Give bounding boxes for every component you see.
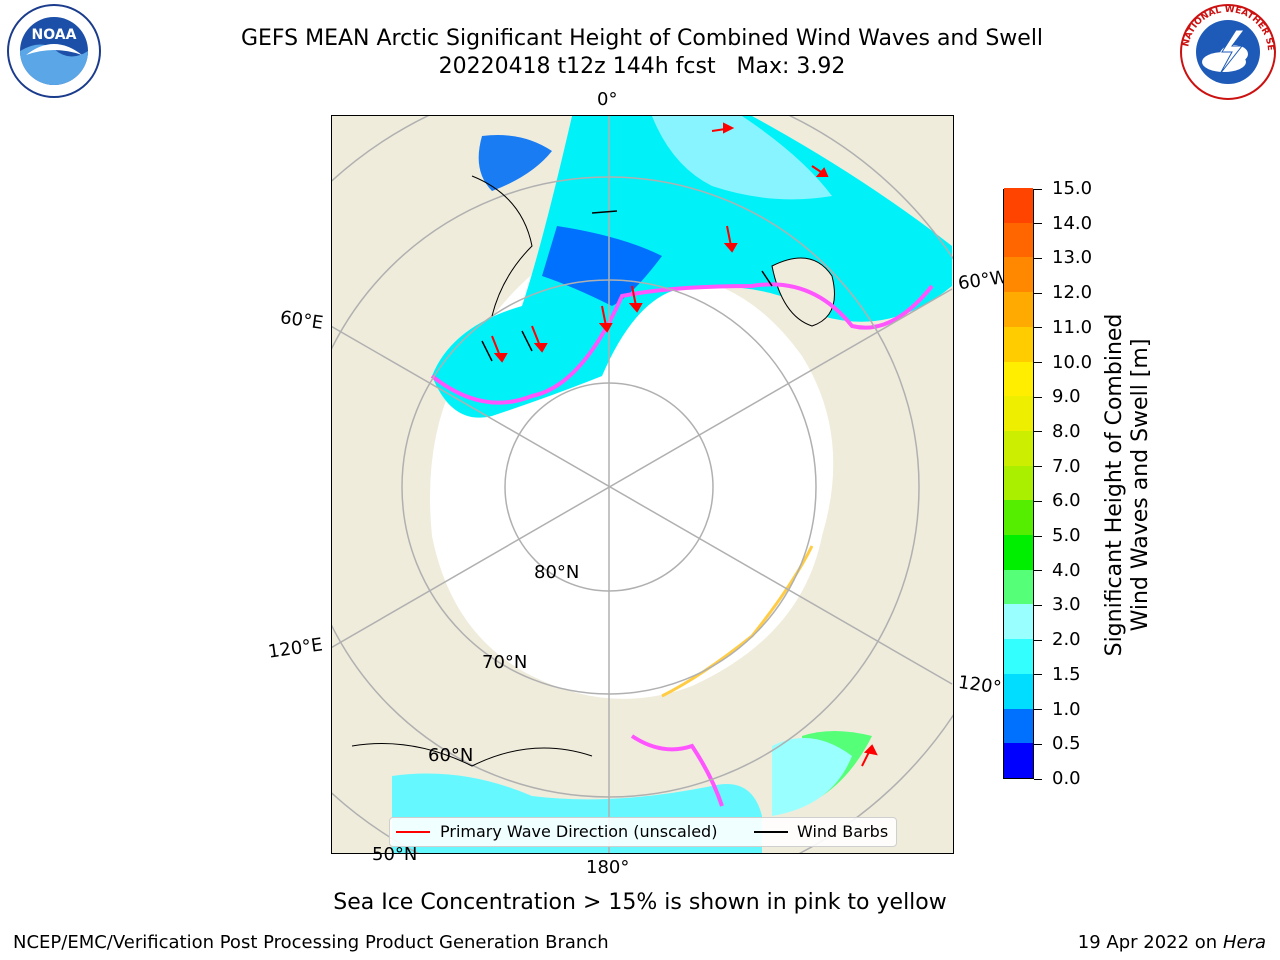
colorbar-tick <box>1034 639 1042 641</box>
ice-edge-pacific <box>630 734 724 807</box>
colorbar-tick <box>1034 674 1042 676</box>
colorbar-title-line1: Significant Height of Combined <box>1102 313 1127 657</box>
colorbar-tick-label: 8.0 <box>1052 420 1081 442</box>
colorbar-segment <box>1004 499 1033 536</box>
legend-wave-line <box>396 831 430 833</box>
colorbar-tick <box>1034 500 1042 502</box>
colorbar-tick-label: 14.0 <box>1052 212 1093 234</box>
colorbar-tick <box>1034 431 1042 433</box>
colorbar-tick-label: 1.5 <box>1052 663 1081 685</box>
colorbar-segment <box>1004 673 1033 709</box>
colorbar-tick-label: 6.0 <box>1052 490 1081 512</box>
footer-credit: NCEP/EMC/Verification Post Processing Pr… <box>13 932 609 953</box>
colorbar-tick-label: 2.0 <box>1052 629 1081 651</box>
lon-label-60e: 60°E <box>278 307 325 334</box>
wave-arrows <box>491 122 878 767</box>
footer-date-text: 19 Apr 2022 on <box>1077 932 1223 953</box>
coastline-alaska <box>351 743 593 767</box>
legend-barb-label: Wind Barbs <box>797 822 889 841</box>
polar-map <box>331 115 954 854</box>
colorbar-tick-label: 3.0 <box>1052 594 1081 616</box>
colorbar-segment <box>1004 326 1033 362</box>
colorbar-tick-label: 15.0 <box>1052 178 1093 199</box>
colorbar-segment <box>1004 603 1033 640</box>
colorbar-tick-label: 7.0 <box>1052 455 1081 477</box>
nws-logo: NATIONAL WEATHER SERVICE <box>1175 0 1278 102</box>
footer-host: Hera <box>1222 932 1266 953</box>
colorbar-segment <box>1004 430 1033 466</box>
legend-wave-label: Primary Wave Direction (unscaled) <box>440 822 718 841</box>
colorbar-segment <box>1004 638 1033 674</box>
colorbar-segment <box>1004 256 1033 293</box>
lon-label-60w: 60°W <box>956 266 1009 295</box>
colorbar-tick-label: 5.0 <box>1052 525 1081 547</box>
baltic-blue <box>478 135 552 191</box>
chart-title: GEFS MEAN Arctic Significant Height of C… <box>240 26 1044 51</box>
colorbar-tick-label: 0.5 <box>1052 733 1081 755</box>
lat-label-50n: 50°N <box>372 844 418 865</box>
colorbar-tick <box>1034 362 1042 364</box>
colorbar-segment <box>1004 187 1033 223</box>
colorbar-tick <box>1034 396 1042 398</box>
colorbar-tick-label: 9.0 <box>1052 386 1081 408</box>
colorbar-segment <box>1004 395 1033 431</box>
colorbar-tick <box>1034 188 1042 190</box>
colorbar-segment <box>1004 222 1033 258</box>
ice-edge-atlantic <box>430 282 934 405</box>
lon-label-0: 0° <box>597 89 618 110</box>
noaa-logo: NOAA <box>6 3 102 99</box>
lat-label-80n: 80°N <box>534 562 580 583</box>
colorbar-title-line2: Wind Waves and Swell [m] <box>1128 338 1153 632</box>
caption: Sea Ice Concentration > 15% is shown in … <box>333 890 947 915</box>
greenland <box>771 257 835 327</box>
colorbar-tick-label: 4.0 <box>1052 559 1081 581</box>
footer-date: 19 Apr 2022 on Hera <box>1078 932 1266 953</box>
colorbar-tick <box>1034 535 1042 537</box>
lat-label-60n: 60°N <box>428 745 474 766</box>
coastline-scandinavia <box>471 175 533 317</box>
colorbar-tick-label: 11.0 <box>1052 316 1093 338</box>
colorbar-tick <box>1034 709 1042 711</box>
colorbar-tick <box>1034 570 1042 572</box>
colorbar-segment <box>1004 465 1033 501</box>
colorbar <box>1003 187 1034 779</box>
pacific-east <box>772 738 852 816</box>
colorbar-segment <box>1004 291 1033 327</box>
graticule <box>332 116 953 853</box>
colorbar-tick <box>1034 223 1042 225</box>
colorbar-segment <box>1004 708 1033 744</box>
colorbar-tick <box>1034 257 1042 259</box>
lat-label-70n: 70°N <box>482 652 528 673</box>
colorbar-segment <box>1004 569 1033 605</box>
colorbar-tick-label: 1.0 <box>1052 698 1081 720</box>
colorbar-title: Significant Height of Combined Wind Wave… <box>1102 314 1154 657</box>
colorbar-tick <box>1034 604 1042 606</box>
map-legend: Primary Wave Direction (unscaled) Wind B… <box>389 817 897 847</box>
colorbar-tick <box>1034 327 1042 329</box>
colorbar-tick-label: 0.0 <box>1052 768 1081 789</box>
lon-label-120e: 120°E <box>266 634 324 663</box>
atlantic-light <box>652 116 832 200</box>
colorbar-tick <box>1034 743 1042 745</box>
lon-label-180: 180° <box>586 857 630 878</box>
colorbar-tick-label: 13.0 <box>1052 247 1093 269</box>
colorbar-segment <box>1004 742 1033 778</box>
noaa-logo-text: NOAA <box>32 27 77 43</box>
colorbar-tick <box>1034 466 1042 468</box>
colorbar-segment <box>1004 361 1033 397</box>
wind-barbs <box>481 210 773 362</box>
colorbar-tick <box>1034 292 1042 294</box>
legend-barb-line <box>754 831 788 833</box>
chart-subtitle: 20220418 t12z 144h fcst Max: 3.92 <box>438 54 846 79</box>
colorbar-tick-label: 12.0 <box>1052 282 1093 304</box>
colorbar-tick <box>1034 778 1042 780</box>
colorbar-tick-label: 10.0 <box>1052 351 1093 373</box>
colorbar-segment <box>1004 534 1033 570</box>
